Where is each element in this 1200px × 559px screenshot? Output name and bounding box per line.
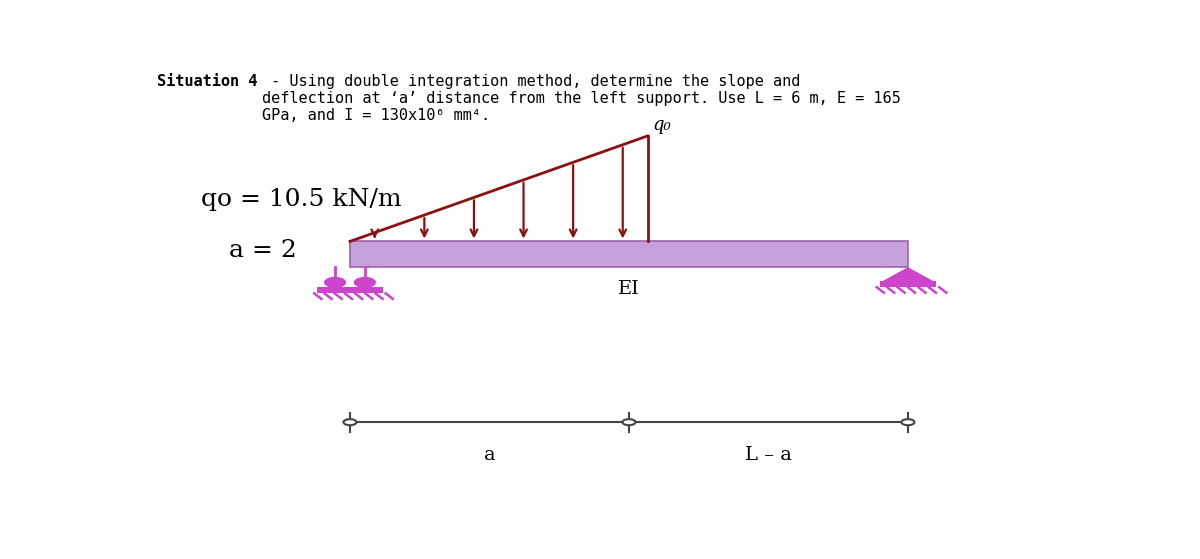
Bar <box>350 241 908 267</box>
Text: qo = 10.5 kN/m: qo = 10.5 kN/m <box>202 188 402 211</box>
Bar <box>880 281 936 287</box>
Bar <box>317 287 383 293</box>
Text: a: a <box>484 446 496 464</box>
Text: EI: EI <box>618 280 640 298</box>
Circle shape <box>354 278 376 287</box>
Circle shape <box>343 419 356 425</box>
Circle shape <box>325 278 346 287</box>
Polygon shape <box>883 267 934 281</box>
Circle shape <box>901 419 914 425</box>
Circle shape <box>623 419 636 425</box>
Text: q₀: q₀ <box>653 116 671 134</box>
Text: a = 2: a = 2 <box>229 239 296 262</box>
Text: Situation 4: Situation 4 <box>157 74 258 88</box>
Text: L – a: L – a <box>745 446 792 464</box>
Text: - Using double integration method, determine the slope and
deflection at ‘a’ dis: - Using double integration method, deter… <box>262 74 900 124</box>
